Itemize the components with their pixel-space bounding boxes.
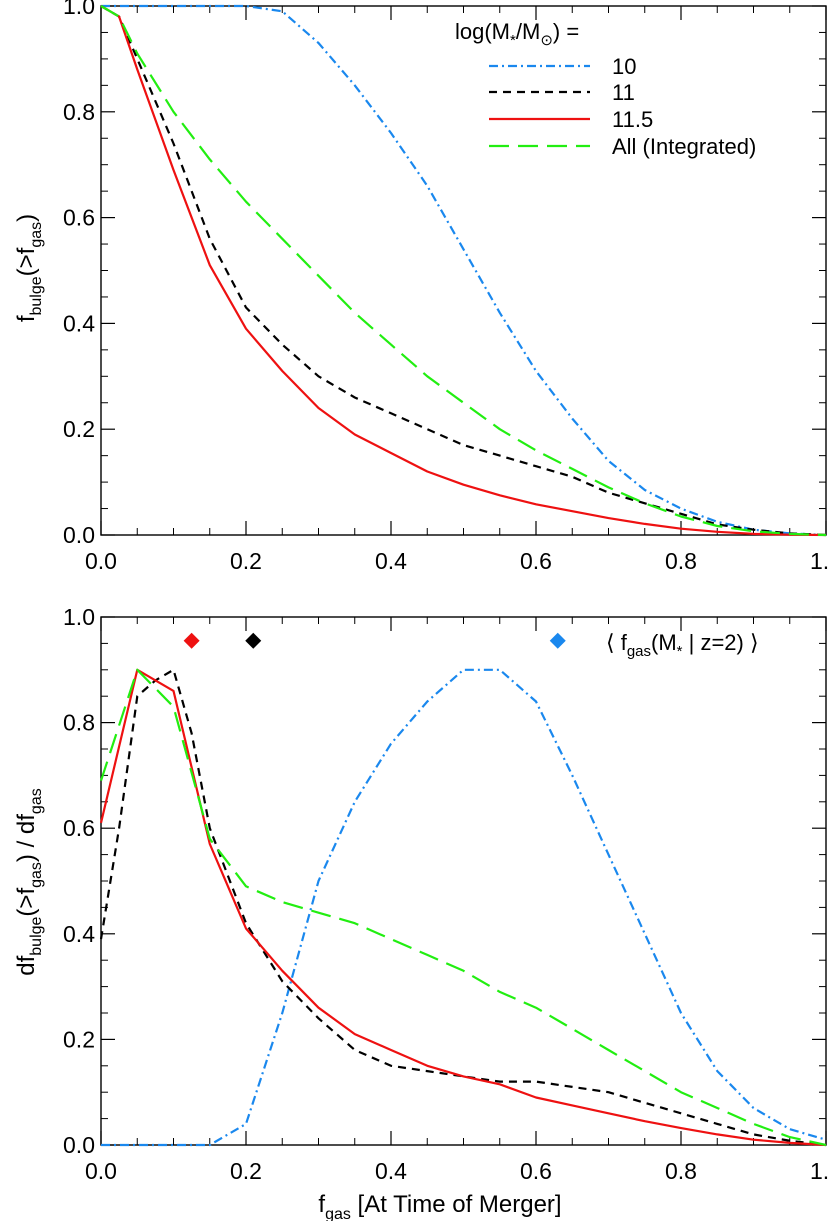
top-x-tick-label: 0.4	[375, 548, 407, 574]
legend-label-m115: 11.5	[612, 107, 653, 132]
top-y-tick-label: 0.8	[63, 99, 95, 125]
bottom-diamond-marker-m10	[549, 632, 566, 649]
bottom-y-tick-label: 0.2	[63, 1026, 95, 1052]
bottom-y-tick-label: 0.8	[63, 710, 95, 736]
bottom-y-axis-title: dfbulge(>fgas) / dfgas	[13, 788, 45, 975]
bottom-x-tick-label: 0.8	[665, 1158, 697, 1184]
legend-label-m11: 11	[612, 80, 635, 105]
bottom-plot-frame	[100, 616, 827, 1146]
top-legend: log(M*/M⊙) = 10 11 11.5 All (Integrated)	[455, 19, 756, 159]
bottom-axis-frame	[100, 616, 827, 1146]
top-y-tick-label: 1.0	[63, 0, 95, 19]
top-x-tick-label: 0.2	[230, 548, 262, 574]
legend-label-all: All (Integrated)	[612, 134, 756, 159]
bottom-series-line-m11	[99, 668, 827, 1147]
top-y-tick-label: 0.6	[63, 205, 95, 231]
bottom-series-group	[99, 668, 827, 1147]
bottom-diamond-marker-m115	[183, 632, 200, 649]
bottom-x-tick-label: 0.0	[85, 1158, 117, 1184]
bottom-x-tick-label: 1.0	[810, 1158, 830, 1184]
top-series-line-all	[100, 5, 827, 537]
top-series-group	[100, 4, 827, 537]
top-y-axis-title: fbulge(>fgas)	[13, 214, 45, 322]
bottom-y-tick-label: 1.0	[63, 604, 95, 630]
top-series-line-m11	[100, 5, 827, 537]
top-plot-frame	[100, 5, 827, 536]
bottom-series-line-all	[99, 668, 827, 1147]
bottom-y-tick-label: 0.0	[63, 1132, 95, 1158]
top-x-tick-label: 0.8	[665, 548, 697, 574]
top-y-tick-label: 0.0	[63, 522, 95, 548]
panel-differential-bulge-fraction: 0.0 0.2 0.4 0.6 0.8 1.0 0.0 0.2 0.4 0.6 0.8 1.0 dfb…	[13, 604, 830, 1221]
top-series-line-m115	[100, 5, 827, 537]
top-y-tick-label: 0.2	[63, 416, 95, 442]
marker-annotation: ⟨ fgas(M* | z=2) ⟩	[606, 630, 759, 660]
bottom-series-line-m10	[101, 668, 827, 1147]
top-tick-labels: 0.0 0.2 0.4 0.6 0.8 1.0 0.0 0.2 0.4 0.6 0.8 1.0	[63, 0, 830, 574]
legend-label-m10: 10	[612, 54, 636, 79]
panel-cumulative-bulge-fraction: 0.0 0.2 0.4 0.6 0.8 1.0 0.0 0.2 0.4 0.6 0.8 1.0 fbu…	[13, 0, 830, 574]
bottom-y-tick-label: 0.4	[63, 921, 95, 947]
top-y-tick-label: 0.4	[63, 310, 95, 336]
bottom-x-axis-title: fgas [At Time of Merger]	[318, 1191, 561, 1221]
bottom-tick-labels: 0.0 0.2 0.4 0.6 0.8 1.0 0.0 0.2 0.4 0.6 0.8 1.0	[63, 604, 830, 1184]
legend-title: log(M*/M⊙) =	[455, 19, 579, 49]
top-series-line-m10	[101, 4, 827, 537]
bottom-diamond-marker-m11	[245, 632, 262, 649]
top-x-tick-label: 0.6	[520, 548, 552, 574]
top-axis-frame	[100, 5, 827, 536]
bottom-markers-group	[183, 632, 566, 649]
bottom-y-tick-label: 0.6	[63, 815, 95, 841]
bottom-x-tick-label: 0.4	[375, 1158, 407, 1184]
bottom-series-line-m115	[99, 668, 827, 1147]
top-x-tick-label: 1.0	[810, 548, 830, 574]
bottom-x-tick-label: 0.2	[230, 1158, 262, 1184]
bottom-x-tick-label: 0.6	[520, 1158, 552, 1184]
top-x-tick-label: 0.0	[85, 548, 117, 574]
